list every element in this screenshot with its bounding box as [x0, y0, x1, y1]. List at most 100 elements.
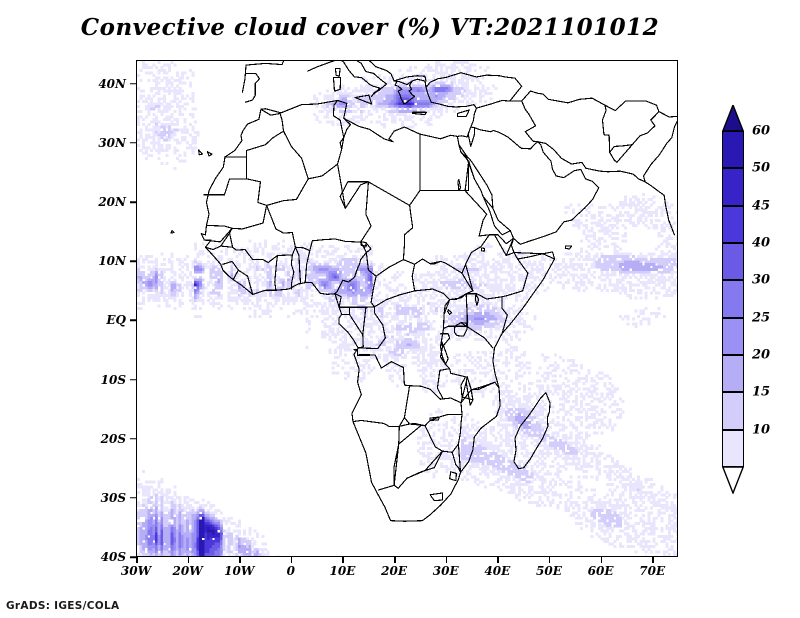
colorbar-tick-label: 30 — [752, 272, 771, 288]
x-tick-mark — [445, 557, 448, 563]
geo-isl-socotra — [564, 245, 573, 250]
geo-coast-italy — [329, 61, 388, 97]
geo-b-tunisia — [332, 99, 345, 151]
colorbar[interactable]: 10 15 20 25 30 40 45 50 60 — [722, 105, 770, 494]
colorbar-tick-label: 20 — [752, 347, 771, 363]
geo-b-mozambique-w — [460, 381, 500, 416]
geo-b-nigeria-w — [304, 250, 311, 284]
geo-isl-sardinia — [332, 76, 342, 92]
y-tick-label: 40N — [98, 76, 126, 91]
geo-b-mali-s — [228, 204, 268, 261]
x-tick-mark — [652, 557, 654, 563]
colorbar-band — [722, 392, 744, 430]
geo-b-guinea — [204, 232, 231, 251]
geo-isl-corsica — [334, 68, 341, 77]
colorbar-tick-label: 15 — [752, 384, 771, 400]
geo-isl-canary2 — [198, 149, 203, 156]
x-tick-mark — [497, 557, 499, 563]
colorbar-band — [722, 317, 744, 355]
x-tick-label: 10W — [224, 564, 255, 578]
y-tick-label: 30S — [100, 490, 126, 505]
geo-b-rwanda-burundi — [439, 333, 451, 348]
geo-b-ethiopia — [465, 234, 515, 292]
geo-b-tanzania — [449, 368, 496, 391]
geo-b-chad-caf — [388, 244, 405, 268]
colorbar-tick-label: 50 — [752, 160, 771, 176]
geo-b-ghana-ci — [274, 254, 278, 291]
geo-b-iran-n — [521, 90, 618, 163]
geo-b-pak-india — [642, 120, 677, 183]
colorbar-tick-label: 10 — [752, 422, 771, 438]
geo-b-jordan-saudi — [470, 126, 539, 150]
colorbar-arrow-top-icon — [722, 105, 744, 132]
y-tick-label: 20S — [100, 431, 126, 446]
y-tick-mark — [130, 497, 136, 499]
geo-b-somalia — [513, 251, 556, 260]
geo-b-turkey-e — [475, 76, 523, 109]
map-plot-area[interactable] — [136, 60, 678, 557]
geo-b-malawi — [460, 376, 474, 404]
geo-b-nigeria — [334, 241, 367, 295]
geo-coast-sicily-sardinia-corsica — [354, 94, 373, 105]
colorbar-band — [722, 355, 744, 393]
geo-b-southafrica-n — [397, 450, 462, 489]
geo-b-niger — [266, 163, 372, 252]
geo-coast-med-north — [307, 61, 506, 89]
y-tick-mark — [130, 142, 136, 144]
y-tick-mark — [130, 378, 136, 381]
geo-b-burkina — [262, 246, 296, 264]
geo-b-morocco — [223, 108, 285, 158]
y-tick-mark — [130, 437, 136, 440]
colorbar-band — [722, 280, 744, 318]
y-tick-mark — [130, 201, 136, 203]
y-tick-mark — [130, 260, 136, 262]
geo-coast-arabia-persia — [458, 141, 675, 245]
footer-credit: GrADS: IGES/COLA — [6, 600, 120, 612]
x-tick-label: 40E — [484, 564, 511, 578]
geo-lake-turkana — [474, 293, 480, 307]
colorbar-arrow-bottom-icon — [722, 467, 744, 494]
geo-lake-albert — [447, 309, 453, 315]
x-tick-mark — [239, 557, 241, 563]
geo-b-congo — [357, 312, 386, 350]
y-tick-label: 20N — [98, 195, 126, 209]
geo-b-senegal-s — [204, 227, 233, 243]
map-canvas — [137, 61, 677, 556]
geo-b-namibia-e — [393, 423, 423, 486]
geo-b-greece-n — [393, 75, 427, 82]
x-tick-mark — [290, 557, 293, 563]
colorbar-tick-label: 25 — [752, 310, 771, 326]
coastlines-and-borders — [170, 61, 677, 522]
geo-isl-crete — [412, 111, 428, 116]
x-tick-mark — [600, 557, 603, 563]
geo-b-egypt-sudan — [419, 160, 470, 192]
x-tick-mark — [187, 557, 190, 563]
x-tick-label: 60E — [587, 564, 614, 578]
y-tick-label: 10S — [100, 372, 126, 387]
x-tick-label: 20W — [172, 564, 203, 578]
y-tick-label: 30N — [98, 135, 126, 150]
geo-b-mozambique-s — [457, 443, 462, 473]
geo-isl-canary1 — [206, 151, 213, 157]
geo-isl-capeverde — [170, 230, 175, 234]
geo-b-lesotho — [429, 492, 444, 502]
geo-coast-madagascar — [513, 392, 551, 470]
geo-b-senegal — [205, 224, 233, 229]
colorbar-band — [722, 205, 744, 243]
geo-b-guinea-s — [220, 245, 234, 248]
page-title: Convective cloud cover (%) VT:2021101012 — [80, 14, 660, 41]
geo-b-sierraleone — [222, 260, 239, 271]
x-tick-label: 30W — [120, 564, 152, 578]
colorbar-band — [722, 243, 744, 281]
geo-coast-anatolia-levant — [425, 86, 478, 138]
colorbar-tick-label: 40 — [752, 235, 771, 251]
x-tick-label: 30E — [432, 564, 459, 578]
geo-b-spain-portugal — [244, 72, 261, 103]
x-tick-label: 0 — [286, 564, 296, 578]
colorbar-band — [722, 168, 744, 206]
geo-b-togo-ghana — [290, 254, 295, 290]
geo-b-gabon — [348, 313, 364, 349]
y-tick-mark — [130, 556, 136, 558]
geo-b-angola-n — [357, 354, 405, 386]
colorbar-band — [722, 429, 744, 467]
